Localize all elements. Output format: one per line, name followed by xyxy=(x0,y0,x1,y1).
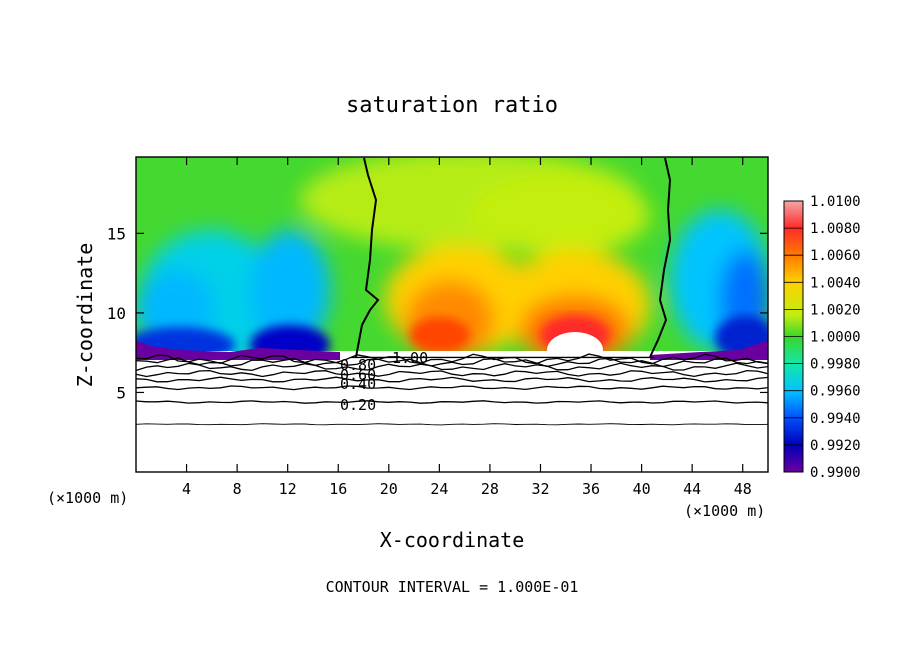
contour-label-0.80: 0.80 xyxy=(340,356,376,374)
x-tick-label: 24 xyxy=(430,480,448,498)
y-axis: 5 10 15 xyxy=(107,224,768,402)
heatmap-field xyxy=(136,157,768,360)
saturation-boundary-lines xyxy=(355,157,672,358)
x-tick-label: 28 xyxy=(481,480,499,498)
y-axis-label: Z-coordinate xyxy=(73,243,97,388)
x-tick-label: 12 xyxy=(279,480,297,498)
contour-label-1.00: 1.00 xyxy=(392,349,428,367)
contour-line xyxy=(135,400,769,404)
contour-lines xyxy=(135,353,769,426)
contour-interval-note: CONTOUR INTERVAL = 1.000E-01 xyxy=(326,578,579,596)
contour-line xyxy=(135,376,769,383)
x-tick-label: 48 xyxy=(734,480,752,498)
x-unit-left: (×1000 m) xyxy=(47,489,128,507)
x-tick-label: 36 xyxy=(582,480,600,498)
x-axis-label: X-coordinate xyxy=(380,528,525,552)
colorbar-tick-label: 0.9920 xyxy=(810,438,861,454)
colorbar-tick-label: 1.0100 xyxy=(810,194,861,210)
colorbar-tick-label: 0.9980 xyxy=(810,357,861,373)
colorbar-tick-label: 0.9940 xyxy=(810,411,861,427)
x-unit-right: (×1000 m) xyxy=(684,502,765,520)
x-axis: 4 8 12 16 20 24 28 32 36 40 44 48 xyxy=(182,157,752,498)
y-tick-label: 15 xyxy=(107,224,126,243)
x-tick-label: 16 xyxy=(329,480,347,498)
colorbar-tick-label: 0.9900 xyxy=(810,465,861,481)
contour-line xyxy=(135,369,769,378)
contour-line xyxy=(135,423,769,426)
x-tick-label: 44 xyxy=(683,480,701,498)
plot-frame xyxy=(135,156,769,473)
colorbar-tick-label: 1.0060 xyxy=(810,248,861,264)
x-tick-label: 32 xyxy=(531,480,549,498)
colorbar-tick-label: 1.0000 xyxy=(810,330,861,346)
y-tick-label: 10 xyxy=(107,304,126,323)
chart-title: saturation ratio xyxy=(346,93,558,118)
y-tick-label: 5 xyxy=(116,383,126,402)
colorbar-tick-label: 1.0080 xyxy=(810,221,861,237)
x-tick-label: 4 xyxy=(182,480,191,498)
contour-line xyxy=(135,353,769,365)
colorbar: 1.0100 1.0080 1.0060 1.0040 1.0020 1.0000 0.99… xyxy=(783,194,861,481)
colorbar-tick-label: 1.0020 xyxy=(810,302,861,318)
colorbar-tick-label: 1.0040 xyxy=(810,275,861,291)
contour-label-0.60: 0.60 xyxy=(340,366,376,384)
contour-label-0.40: 0.40 xyxy=(340,375,376,393)
x-tick-label: 20 xyxy=(380,480,398,498)
contour-line xyxy=(135,385,769,391)
x-tick-label: 8 xyxy=(233,480,242,498)
x-tick-label: 40 xyxy=(633,480,651,498)
colorbar-tick-label: 0.9960 xyxy=(810,384,861,400)
contour-label-0.20: 0.20 xyxy=(340,396,376,414)
